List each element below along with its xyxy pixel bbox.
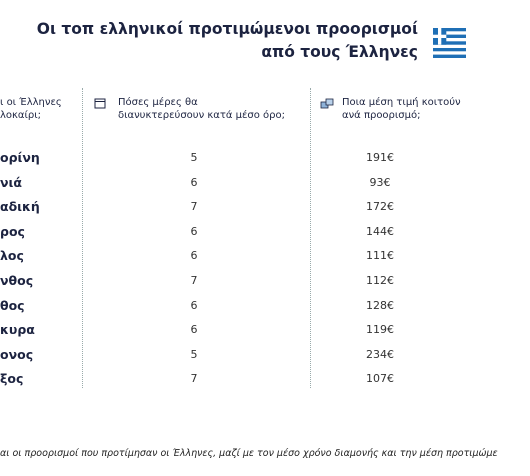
- avg-price: 144€: [366, 224, 394, 238]
- avg-price: 191€: [366, 151, 394, 164]
- avg-days: 6: [190, 249, 198, 263]
- destination: ονος: [0, 346, 34, 362]
- avg-price: 107€: [366, 372, 394, 386]
- avg-days: 5: [190, 347, 198, 361]
- avg-days: 7: [190, 274, 198, 287]
- header-line: Ποια μέση τιμή κοιτούν: [342, 97, 461, 108]
- header-line: ι οι Έλληνες: [0, 97, 62, 108]
- column-header: Ποια μέση τιμή κοιτούν ανά προορισμό;: [342, 96, 461, 122]
- coins-icon: [320, 98, 334, 109]
- avg-price: 93€: [369, 175, 391, 189]
- destination: θος: [0, 297, 25, 313]
- calendar-icon: [94, 98, 106, 109]
- destination: ορίνη: [0, 150, 40, 165]
- avg-days: 6: [190, 224, 198, 238]
- greek-flag: [433, 28, 466, 58]
- destination: κυρα: [0, 322, 35, 338]
- avg-price: 111€: [366, 249, 394, 263]
- destination: λος: [0, 248, 24, 264]
- avg-price: 172€: [366, 200, 394, 214]
- avg-days: 5: [190, 151, 198, 164]
- title-line: Οι τοπ ελληνικοί προτιμώμενοι προορισμοί: [36, 20, 418, 38]
- destination: ρος: [0, 223, 25, 239]
- avg-price: 112€: [366, 274, 394, 287]
- avg-price: 128€: [366, 298, 394, 312]
- avg-days: 6: [190, 298, 198, 312]
- avg-days: 6: [190, 323, 198, 337]
- column-header: ι οι Έλληνες λοκαίρι;: [0, 96, 62, 122]
- header-line: διανυκτερεύσουν κατά μέσο όρο;: [118, 110, 285, 121]
- header-line: ανά προορισμό;: [342, 110, 421, 121]
- title-line: από τους Έλληνες: [261, 43, 418, 61]
- avg-days: 6: [190, 175, 198, 189]
- destination: αδική: [0, 199, 40, 215]
- avg-days: 7: [190, 372, 198, 386]
- column-separator: [82, 88, 83, 388]
- header-line: Πόσες μέρες θα: [118, 97, 198, 108]
- destination: νθος: [0, 273, 34, 288]
- column-header: Πόσες μέρες θα διανυκτερεύσουν κατά μέσο…: [118, 96, 285, 122]
- destination: ξος: [0, 371, 24, 387]
- destination: νιά: [0, 174, 22, 190]
- column-separator: [310, 88, 311, 388]
- header-line: λοκαίρι;: [0, 110, 42, 121]
- avg-price: 119€: [366, 323, 394, 337]
- avg-price: 234€: [366, 347, 394, 361]
- avg-days: 7: [190, 200, 198, 214]
- caption: αι οι προορισμοί που προτίμησαν οι Έλλην…: [0, 448, 498, 459]
